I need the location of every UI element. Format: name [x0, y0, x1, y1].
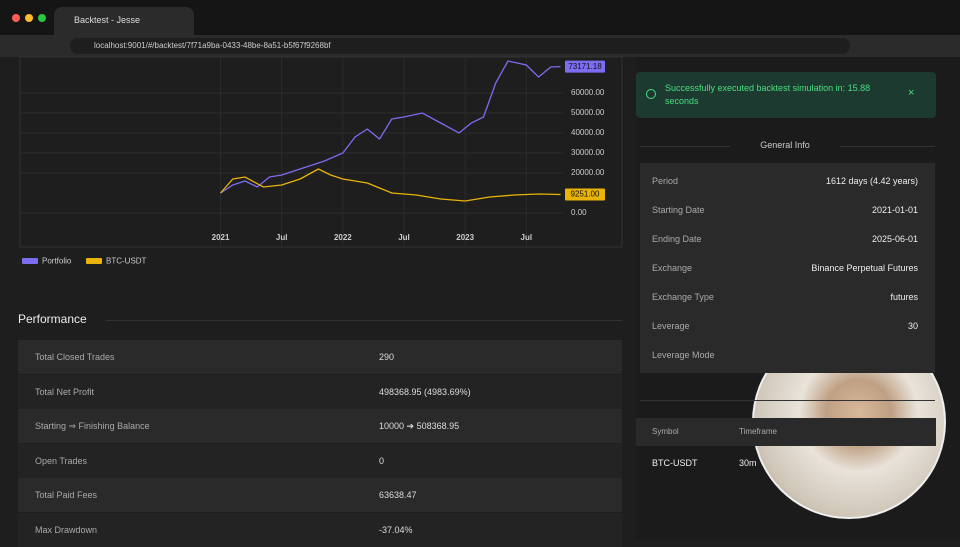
- close-dot[interactable]: [12, 14, 20, 22]
- toast: Successfully executed backtest simulatio…: [636, 72, 936, 118]
- legend-swatch: [86, 258, 102, 264]
- x-tick-label: Jul: [276, 233, 288, 242]
- tab-bar: Backtest - Jesse: [0, 0, 960, 35]
- table-row: [18, 512, 622, 547]
- y-tick-label: 20000.00: [571, 168, 605, 177]
- chart: 2021 Jul 2022 Jul 2023 Jul 0.00 20000.00 30000.0…: [19, 56, 623, 266]
- chart-frame: [19, 56, 623, 248]
- row-label: Total Paid Fees: [35, 490, 98, 500]
- max-dot[interactable]: [38, 14, 46, 22]
- row-label: Open Trades: [35, 455, 88, 466]
- price-tag-label: 73171.18: [568, 62, 602, 71]
- cell: 30m: [739, 458, 757, 468]
- price-tag: [565, 60, 605, 73]
- row-label: Total Net Profit: [35, 386, 95, 397]
- row-value: 2025-06-01: [871, 234, 918, 244]
- row-value: 2021-01-01: [871, 205, 918, 215]
- row-label: Max Drawdown: [35, 524, 98, 535]
- price-tag: [565, 188, 605, 201]
- row-label: Exchange: [652, 263, 693, 273]
- routes-header: [636, 418, 936, 446]
- row-value: Binance Perpetual Futures: [811, 263, 918, 273]
- divider: [640, 146, 730, 147]
- tab-title: Backtest - Jesse: [74, 15, 141, 25]
- table-row: [18, 409, 622, 443]
- x-tick-label: Jul: [521, 233, 533, 242]
- divider: [106, 320, 622, 321]
- series-line: [220, 168, 561, 202]
- table-row: [18, 443, 622, 478]
- y-tick-label: 60000.00: [571, 88, 605, 97]
- tab[interactable]: Backtest - Jesse: [54, 7, 194, 35]
- row-label: Ending Date: [652, 234, 702, 244]
- row-label: Leverage Mode: [652, 350, 715, 360]
- row-value: 1612 days (4.42 years): [825, 176, 918, 186]
- row-label: Exchange Type: [652, 292, 714, 302]
- row-value: 0: [379, 455, 385, 466]
- row-value: -37.04%: [379, 524, 413, 535]
- legend-label: BTC-USDT: [106, 257, 147, 266]
- url-field[interactable]: localhost:9001/#/backtest/7f71a9ba-0433-…: [70, 38, 850, 54]
- x-tick-label: Jul: [398, 233, 410, 242]
- toast-message: Successfully executed backtest simulatio…: [665, 83, 871, 106]
- divider: [840, 146, 935, 147]
- table-row: [18, 340, 622, 374]
- url: localhost:9001/#/backtest/7f71a9ba-0433-…: [94, 41, 331, 50]
- divider: [640, 400, 935, 401]
- row-value: 290: [379, 352, 395, 362]
- row-label: Period: [652, 176, 679, 186]
- x-tick-label: 2022: [334, 233, 352, 242]
- price-tag-label: 9251.00: [571, 190, 600, 199]
- close-toast[interactable]: ×: [908, 87, 915, 99]
- series-line: [220, 60, 561, 194]
- header-cell: Symbol: [652, 427, 679, 436]
- row-label: Starting ⇒ Finishing Balance: [35, 421, 150, 431]
- row-value: 10000 ➔ 508368.95: [379, 421, 460, 431]
- cell: BTC-USDT: [652, 458, 698, 468]
- row-value: futures: [890, 292, 918, 302]
- row-value: 63638.47: [379, 490, 417, 500]
- min-dot[interactable]: [25, 14, 33, 22]
- row-label: Total Closed Trades: [35, 352, 115, 362]
- table-row: [18, 374, 622, 409]
- section-title: Performance: [18, 312, 87, 326]
- legend-swatch: [22, 258, 38, 264]
- section-title: General Info: [760, 140, 810, 150]
- legend-label: Portfolio: [42, 257, 72, 266]
- check-icon: [646, 89, 656, 99]
- y-tick-label: 40000.00: [571, 128, 605, 137]
- x-tick-label: 2023: [456, 233, 474, 242]
- header-cell: Timeframe: [739, 427, 777, 436]
- y-tick-label: 0.00: [571, 208, 587, 217]
- info-panel: [640, 163, 935, 373]
- row-value: 498368.95 (4983.69%): [379, 386, 471, 397]
- table-row: [18, 478, 622, 512]
- y-tick-label: 50000.00: [571, 108, 605, 117]
- row-label: Starting Date: [652, 205, 705, 215]
- row-value: 30: [907, 321, 918, 331]
- x-tick-label: 2021: [212, 233, 230, 242]
- y-tick-label: 30000.00: [571, 148, 605, 157]
- row-label: Leverage: [652, 321, 690, 331]
